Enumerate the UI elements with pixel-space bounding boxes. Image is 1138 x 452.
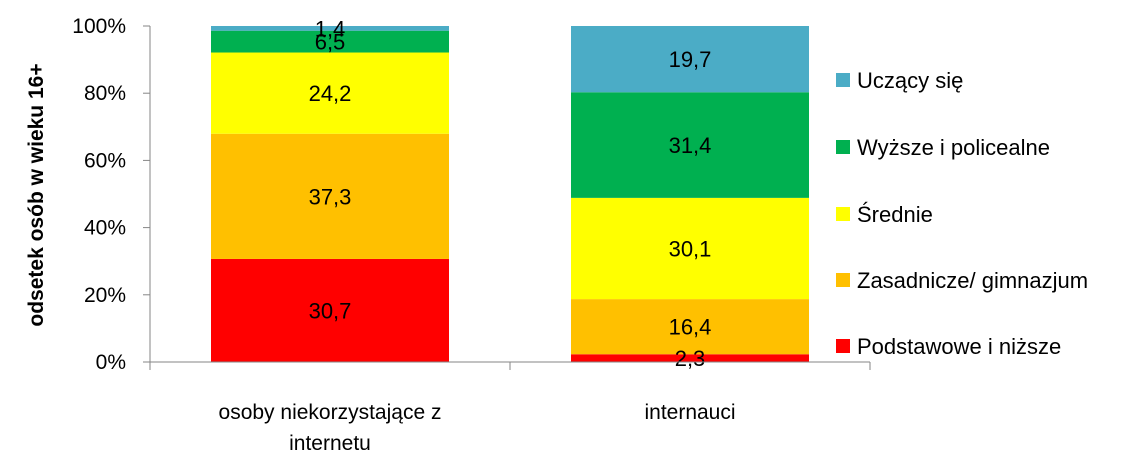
bar-segment bbox=[211, 52, 449, 134]
y-axis-title: odsetek osób w wieku 16+ bbox=[25, 63, 48, 326]
bar-segment bbox=[211, 26, 449, 31]
legend-swatch bbox=[836, 273, 850, 287]
bar-segment bbox=[211, 258, 449, 362]
bar-segment bbox=[211, 30, 449, 53]
data-label: 2,3 bbox=[675, 346, 706, 371]
data-label: 30,7 bbox=[309, 298, 352, 323]
legend-label: Średnie bbox=[857, 202, 933, 227]
legend-swatch bbox=[836, 140, 850, 154]
bar-segment bbox=[571, 299, 809, 355]
data-label: 30,1 bbox=[669, 236, 712, 261]
data-label: 31,4 bbox=[669, 133, 712, 158]
bar-segment bbox=[571, 354, 809, 362]
data-label: 19,7 bbox=[669, 47, 712, 72]
data-label: 24,2 bbox=[309, 81, 352, 106]
bar-segment bbox=[211, 133, 449, 259]
bar-segment bbox=[571, 92, 809, 198]
legend-label: Podstawowe i niższe bbox=[857, 334, 1061, 359]
x-category-label: osoby niekorzystające z internetu bbox=[219, 401, 442, 452]
bars bbox=[211, 26, 809, 362]
y-tick-label: 40% bbox=[84, 217, 126, 240]
y-tick-label: 80% bbox=[84, 82, 126, 105]
legend-label: Zasadnicze/ gimnazjum bbox=[857, 268, 1088, 293]
x-category-label: internauci bbox=[644, 401, 735, 424]
bar-segment bbox=[571, 197, 809, 300]
bar-labels: 30,7 37,3 24,2 6,51,4 2,3 16,4 30,1 31,4 19,7 bbox=[309, 16, 712, 371]
y-tick-label: 100% bbox=[72, 15, 126, 38]
legend-swatch bbox=[836, 339, 850, 353]
y-axis: 0% 20% 40% 60% 80% 100% bbox=[72, 15, 151, 374]
legend-label: Uczący się bbox=[857, 68, 963, 93]
data-label: 1,4 bbox=[315, 16, 346, 41]
legend-label: Wyższe i policealne bbox=[857, 135, 1050, 160]
data-label: 16,4 bbox=[669, 315, 712, 340]
x-axis: osoby niekorzystające z internetu internau… bbox=[149, 361, 871, 452]
legend-swatch bbox=[836, 73, 850, 87]
bar-segment bbox=[571, 26, 809, 93]
y-tick-label: 20% bbox=[84, 284, 126, 307]
legend: Uczący się Wyższe i policealne Średnie Zasa… bbox=[836, 68, 1088, 359]
y-tick-label: 60% bbox=[84, 149, 126, 172]
legend-swatch bbox=[836, 207, 850, 221]
data-label: 37,3 bbox=[309, 184, 352, 209]
data-label: 6,5 bbox=[315, 30, 346, 55]
y-tick-label: 0% bbox=[96, 351, 126, 374]
